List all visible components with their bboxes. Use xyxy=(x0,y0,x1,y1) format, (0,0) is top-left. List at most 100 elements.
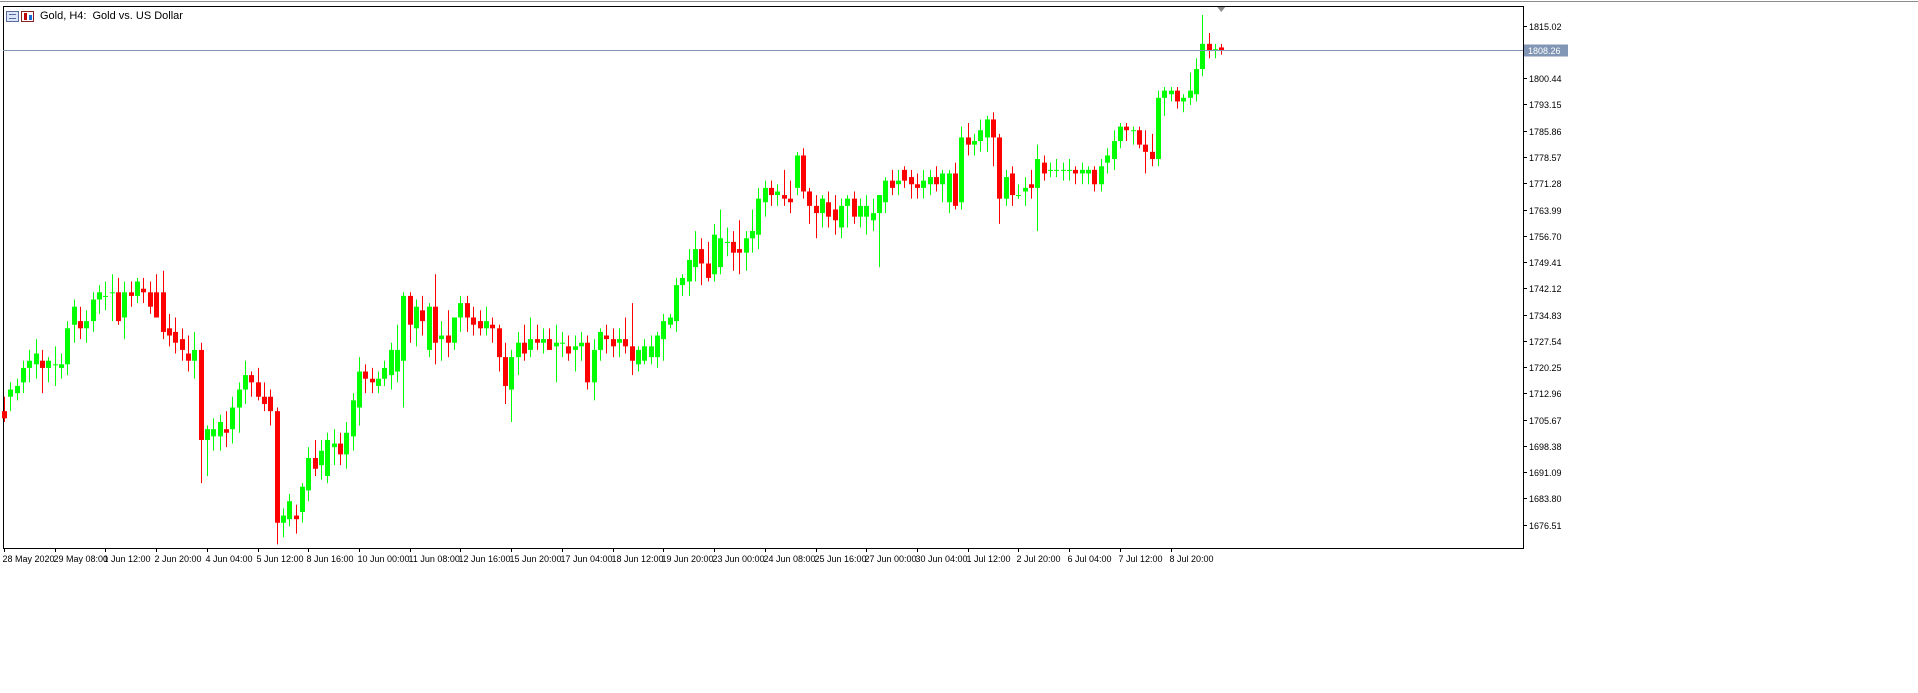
candle-body xyxy=(985,119,990,138)
y-tick-label: 1785.86 xyxy=(1529,127,1562,137)
candle-body xyxy=(2,411,7,419)
candle-body xyxy=(934,177,939,185)
candle-body xyxy=(1092,169,1097,185)
candle-body xyxy=(775,191,780,196)
candle-body xyxy=(8,389,13,397)
x-tick-label: 1 Jul 12:00 xyxy=(967,554,1011,564)
candle-body xyxy=(826,202,831,217)
candle-body xyxy=(497,328,502,358)
candle-body xyxy=(1016,195,1021,197)
candle-body xyxy=(1169,90,1174,95)
candle-body xyxy=(566,346,571,354)
candle-body xyxy=(1054,169,1059,171)
candle-body xyxy=(1207,43,1212,52)
candle-body xyxy=(148,292,153,307)
candle-body xyxy=(516,342,521,358)
x-tick-label: 2 Jun 20:00 xyxy=(155,554,202,564)
candle-body xyxy=(458,303,463,318)
candle-body xyxy=(839,205,844,228)
chart-type-icons xyxy=(6,10,34,22)
candle-body xyxy=(509,357,514,390)
candle-body xyxy=(122,292,127,318)
candle-body xyxy=(408,295,413,325)
x-tick-label: 8 Jun 16:00 xyxy=(307,554,354,564)
candle-body xyxy=(205,429,210,440)
y-tick-label: 1749.41 xyxy=(1529,258,1562,268)
candle-body xyxy=(389,349,394,376)
x-tick-label: 10 Jun 00:00 xyxy=(358,554,410,564)
candle-body xyxy=(275,411,280,523)
candle-body xyxy=(820,198,825,214)
symbol-description: Gold vs. US Dollar xyxy=(92,10,183,22)
candle-body xyxy=(725,241,730,243)
candle-body xyxy=(59,364,64,368)
candle-body xyxy=(1175,90,1180,102)
candle-body xyxy=(1010,173,1015,196)
candle-body xyxy=(230,407,235,430)
candle-body xyxy=(173,331,178,343)
candle-body xyxy=(1150,151,1155,160)
candle-body xyxy=(972,141,977,145)
x-tick-label: 25 Jun 16:00 xyxy=(815,554,867,564)
candle-body xyxy=(1118,126,1123,142)
x-tick-label: 15 Jun 20:00 xyxy=(510,554,562,564)
candle-body xyxy=(141,288,146,293)
x-tick-label: 6 Jul 04:00 xyxy=(1068,554,1112,564)
candle-body xyxy=(338,443,343,455)
candle-body xyxy=(471,317,476,325)
candle-body xyxy=(1112,141,1117,160)
candlestick-icon xyxy=(21,10,34,22)
candle-body xyxy=(756,198,761,235)
candle-body xyxy=(294,515,299,520)
candle-body xyxy=(484,321,489,329)
candle-body xyxy=(313,457,318,469)
candle-body xyxy=(845,198,850,206)
candle-body xyxy=(699,249,704,264)
y-tick-label: 1683.80 xyxy=(1529,494,1562,504)
candle-body xyxy=(116,292,121,322)
candle-body xyxy=(256,382,261,397)
candle-body xyxy=(991,119,996,138)
candle-body xyxy=(395,349,400,372)
candle-body xyxy=(287,501,292,520)
candle-body xyxy=(300,486,305,512)
y-tick-label: 1763.99 xyxy=(1529,206,1562,216)
candle-body xyxy=(1029,184,1034,188)
candle-body xyxy=(921,180,926,188)
candle-body xyxy=(427,306,432,350)
candle-body xyxy=(674,285,679,322)
candle-body xyxy=(560,342,565,344)
candle-body xyxy=(1048,169,1053,171)
candle-body xyxy=(687,259,692,282)
x-tick-label: 30 Jun 04:00 xyxy=(916,554,968,564)
x-tick-label: 17 Jun 04:00 xyxy=(561,554,613,564)
candle-body xyxy=(1073,169,1078,174)
candle-body xyxy=(883,180,888,203)
candle-body xyxy=(769,187,774,196)
candle-body xyxy=(1162,90,1167,98)
y-tick-label: 1712.96 xyxy=(1529,389,1562,399)
candle-body xyxy=(281,515,286,523)
candle-body xyxy=(192,349,197,361)
x-tick-label: 27 Jun 00:00 xyxy=(865,554,917,564)
candle-body xyxy=(110,292,115,294)
candle-body xyxy=(737,249,742,253)
candle-body xyxy=(27,360,32,368)
candle-body xyxy=(40,360,45,368)
candle-body xyxy=(1219,47,1224,51)
y-tick-label: 1771.28 xyxy=(1529,179,1562,189)
candle-body xyxy=(363,371,368,379)
chart-header: Gold, H4: Gold vs. US Dollar xyxy=(6,9,183,23)
candle-body xyxy=(1023,187,1028,192)
candle-body xyxy=(782,195,787,199)
candle-body xyxy=(154,292,159,318)
candle-body xyxy=(953,173,958,206)
candle-body xyxy=(604,335,609,340)
candle-body xyxy=(636,349,641,365)
candle-body xyxy=(249,375,254,383)
y-tick-label: 1727.54 xyxy=(1529,337,1562,347)
candle-body xyxy=(262,396,267,404)
y-tick-label: 1756.70 xyxy=(1529,232,1562,242)
